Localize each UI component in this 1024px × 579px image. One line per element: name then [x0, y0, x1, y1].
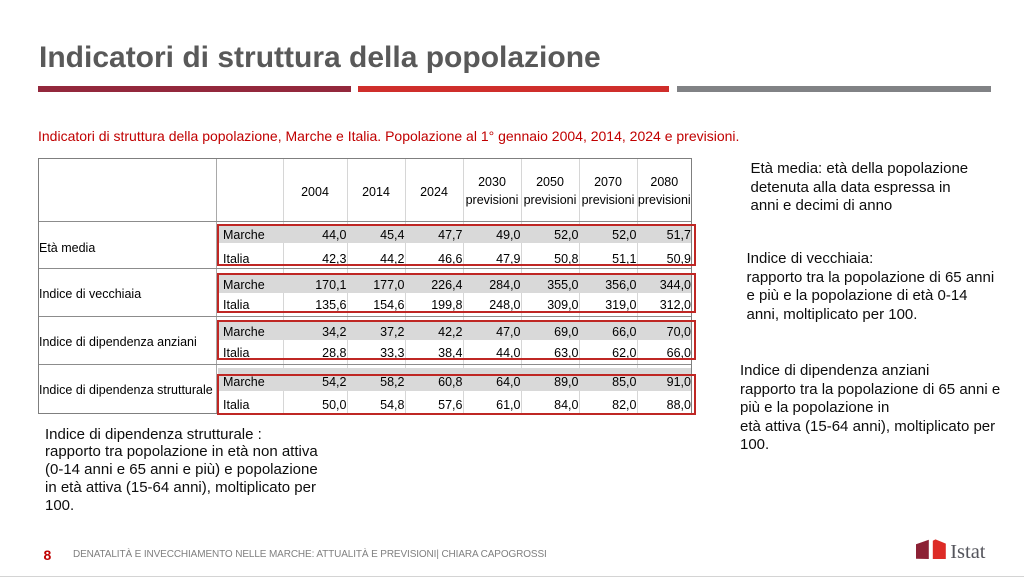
- svg-text:Istat: Istat: [950, 541, 986, 563]
